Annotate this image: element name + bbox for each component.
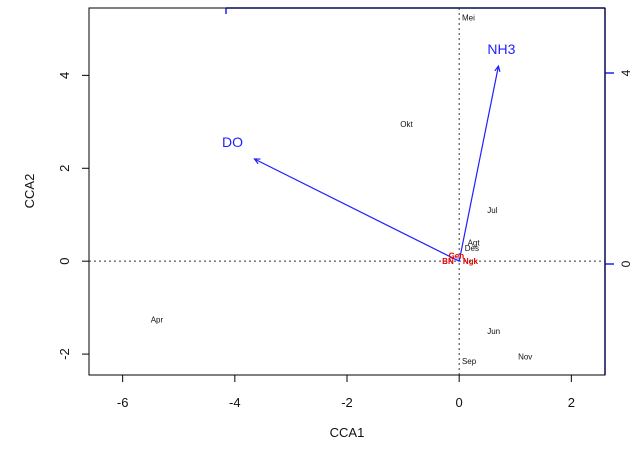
plot-frame <box>88 7 606 376</box>
vector-do-arrowhead <box>253 158 261 165</box>
y-axis: -2 0 2 4 <box>57 72 89 360</box>
site-label: Okt <box>400 120 413 129</box>
species-label: Ngk <box>463 257 479 266</box>
x-axis: -6 -4 -2 0 2 <box>117 375 575 410</box>
y-axis-label: CCA2 <box>22 174 37 209</box>
species-label: BN <box>442 257 454 266</box>
x-tick-label: -2 <box>341 395 353 410</box>
site-label: Agt <box>468 239 481 248</box>
site-label: Jul <box>487 206 497 215</box>
y-tick-label: 4 <box>57 72 72 79</box>
secondary-axis-right-label-0: 0 <box>619 260 633 267</box>
x-axis-label: CCA1 <box>330 425 365 440</box>
vector-nh3-line <box>458 65 500 262</box>
site-label: Apr <box>151 315 164 324</box>
site-label: Jun <box>487 327 500 336</box>
vector-nh3-label: NH3 <box>487 41 515 57</box>
vector-do-line <box>254 158 460 262</box>
site-label: Sep <box>462 357 477 366</box>
site-label: Des <box>465 244 479 253</box>
vector-nh3-arrowhead <box>494 64 501 73</box>
y-tick-label: 2 <box>57 165 72 172</box>
y-tick-label: -2 <box>57 348 72 360</box>
site-label: Nov <box>518 352 532 361</box>
environment-vectors: NH3 DO <box>222 41 516 262</box>
y-tick-label: 0 <box>57 258 72 265</box>
secondary-axis-right-label-4: 4 <box>619 69 633 76</box>
x-tick-label: -4 <box>229 395 241 410</box>
x-tick-label: 0 <box>456 395 463 410</box>
site-label: Mei <box>462 13 475 22</box>
x-tick-label: 2 <box>568 395 575 410</box>
vector-do-label: DO <box>222 134 243 150</box>
species-label: Gen <box>449 252 465 261</box>
x-tick-label: -6 <box>117 395 129 410</box>
